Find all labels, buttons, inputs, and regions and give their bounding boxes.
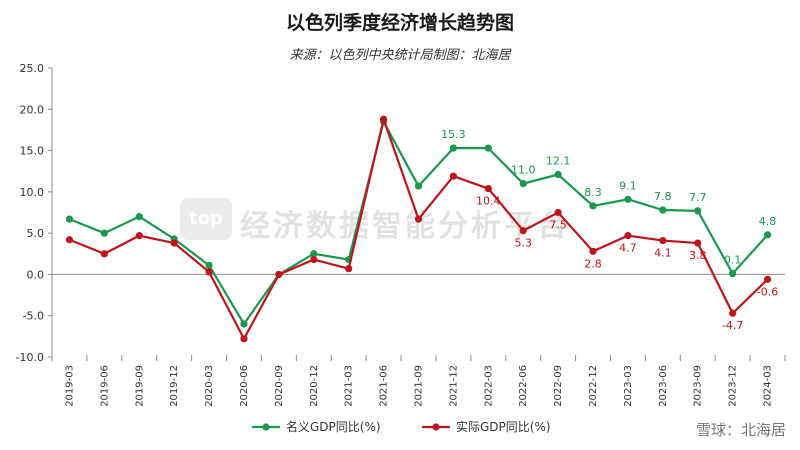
data-point (659, 206, 667, 214)
y-tick-label: 15.0 (20, 145, 45, 158)
data-label: 8.3 (584, 186, 602, 199)
data-label: 12.1 (546, 155, 571, 168)
data-point (519, 180, 527, 188)
x-tick-label: 2022-06 (518, 365, 529, 407)
data-label: 10.4 (476, 195, 501, 208)
data-point (240, 320, 248, 328)
x-tick-label: 2021-06 (379, 365, 390, 407)
x-tick-label: 2019-12 (169, 365, 180, 407)
data-point (449, 144, 458, 152)
data-label: -4.7 (722, 319, 743, 332)
data-point (624, 195, 632, 203)
credit-watermark: 雪球：北海居 (695, 421, 786, 439)
data-point (170, 239, 178, 247)
series-line-1 (69, 118, 769, 326)
x-tick-label: 2023-06 (658, 365, 669, 407)
data-point (100, 229, 108, 237)
data-point (554, 208, 562, 217)
data-label: 3.8 (689, 249, 707, 262)
series-line-2 (69, 115, 769, 342)
data-label: 7.8 (654, 190, 672, 203)
x-tick-label: 2019-09 (134, 365, 145, 407)
data-point (65, 215, 74, 223)
data-point (310, 255, 318, 264)
data-label: 0.1 (724, 254, 742, 267)
data-point (484, 184, 492, 193)
data-point (484, 144, 492, 152)
x-tick-label: 2021-09 (414, 365, 425, 407)
data-point (100, 250, 108, 258)
data-point (240, 335, 248, 343)
data-point (205, 268, 213, 276)
x-tick-label: 2020-06 (239, 365, 250, 407)
data-point (763, 231, 772, 239)
x-tick-label: 2020-12 (309, 365, 320, 407)
y-tick-label: 5.0 (27, 227, 45, 240)
data-point (589, 202, 597, 210)
y-tick-label: 0.0 (27, 268, 45, 281)
data-label: 4.8 (759, 215, 777, 228)
x-tick-label: 2022-03 (483, 365, 494, 407)
data-point (414, 215, 423, 223)
x-tick-label: 2023-12 (728, 365, 739, 407)
data-label: -0.6 (757, 285, 778, 298)
x-tick-label: 2024-03 (763, 365, 774, 407)
data-point (205, 261, 213, 269)
data-point (729, 309, 737, 317)
data-label: 15.3 (441, 128, 466, 141)
data-label: 7.5 (549, 219, 567, 232)
chart-title: 以色列季度经济增长趋势图 (285, 12, 514, 34)
legend-label: 实际GDP同比(%) (456, 419, 551, 434)
data-point (624, 232, 632, 240)
data-label: 7.7 (689, 191, 707, 204)
data-label: 4.7 (619, 242, 637, 255)
x-tick-label: 2023-09 (693, 365, 704, 407)
x-tick-label: 2021-03 (344, 365, 355, 407)
watermark-text: 经济数据智能分析平台 (240, 209, 570, 244)
data-label: 5.3 (514, 237, 532, 250)
chart-subtitle: 来源：以色列中央统计局制图：北海居 (289, 48, 511, 63)
data-point (694, 239, 702, 247)
data-point (275, 270, 283, 279)
x-tick-label: 2022-12 (588, 365, 599, 407)
data-point (65, 236, 74, 244)
data-point (345, 265, 353, 273)
data-point (729, 270, 737, 278)
x-tick-label: 2020-03 (204, 365, 215, 407)
legend-label: 名义GDP同比(%) (286, 419, 381, 434)
data-point (414, 182, 423, 190)
data-point (519, 227, 527, 235)
y-tick-label: -5.0 (23, 310, 44, 323)
y-tick-label: -10.0 (16, 351, 44, 364)
data-label: 11.0 (511, 164, 536, 177)
data-point (554, 170, 562, 179)
legend-swatch-marker (262, 423, 270, 431)
data-label: 4.1 (654, 247, 672, 260)
x-tick-label: 2023-03 (623, 365, 634, 407)
x-tick-label: 2022-09 (553, 365, 564, 407)
y-tick-label: 20.0 (20, 103, 45, 116)
data-point (659, 236, 667, 245)
data-point (694, 207, 702, 215)
y-tick-label: 10.0 (20, 186, 45, 199)
data-point (135, 213, 143, 221)
data-point (763, 275, 772, 283)
data-point (310, 250, 318, 258)
data-point (449, 172, 458, 180)
watermark-logo: top (180, 198, 232, 240)
data-point (379, 115, 388, 123)
legend-swatch-marker (432, 423, 440, 431)
x-tick-label: 2019-06 (99, 365, 110, 407)
data-label: 2.8 (584, 257, 602, 270)
x-tick-label: 2021-12 (448, 365, 459, 407)
data-label: 9.1 (619, 179, 637, 192)
y-tick-label: 25.0 (20, 62, 45, 75)
x-tick-label: 2020-09 (274, 365, 285, 407)
data-point (135, 232, 143, 240)
x-tick-label: 2019-03 (64, 365, 75, 407)
data-point (589, 247, 597, 255)
